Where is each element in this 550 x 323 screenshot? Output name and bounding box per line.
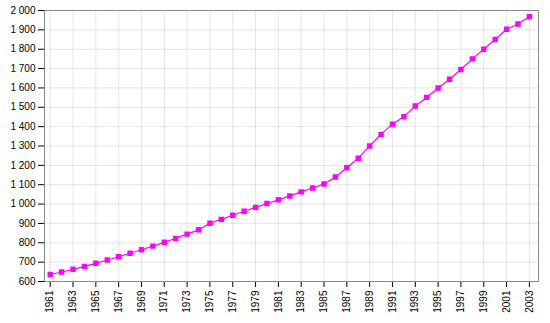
svg-text:1997: 1997: [455, 290, 466, 313]
svg-text:2003: 2003: [524, 290, 535, 313]
svg-text:700: 700: [19, 256, 36, 267]
svg-text:1983: 1983: [295, 290, 306, 313]
svg-text:1977: 1977: [227, 290, 238, 313]
svg-text:1 600: 1 600: [10, 82, 35, 93]
svg-text:1973: 1973: [181, 290, 192, 313]
svg-text:1975: 1975: [204, 290, 215, 313]
svg-text:1985: 1985: [318, 290, 329, 313]
svg-text:1967: 1967: [113, 290, 124, 313]
svg-text:1981: 1981: [273, 290, 284, 313]
svg-text:1 700: 1 700: [10, 63, 35, 74]
svg-text:1999: 1999: [478, 290, 489, 313]
svg-text:600: 600: [19, 276, 36, 287]
svg-text:1961: 1961: [44, 290, 55, 313]
svg-text:1 900: 1 900: [10, 24, 35, 35]
svg-text:1 000: 1 000: [10, 198, 35, 209]
svg-text:1 100: 1 100: [10, 179, 35, 190]
svg-text:1991: 1991: [387, 290, 398, 313]
svg-text:1979: 1979: [250, 290, 261, 313]
svg-text:1995: 1995: [432, 290, 443, 313]
svg-text:800: 800: [19, 237, 36, 248]
svg-text:1971: 1971: [158, 290, 169, 313]
svg-text:2001: 2001: [501, 290, 512, 313]
svg-text:1987: 1987: [341, 290, 352, 313]
svg-text:1 400: 1 400: [10, 121, 35, 132]
svg-text:1 200: 1 200: [10, 160, 35, 171]
svg-text:2 000: 2 000: [10, 5, 35, 16]
svg-text:1969: 1969: [136, 290, 147, 313]
svg-text:1 300: 1 300: [10, 140, 35, 151]
svg-text:900: 900: [19, 218, 36, 229]
svg-text:1993: 1993: [409, 290, 420, 313]
svg-text:1 800: 1 800: [10, 43, 35, 54]
svg-text:1963: 1963: [67, 290, 78, 313]
svg-text:1989: 1989: [364, 290, 375, 313]
svg-text:1 500: 1 500: [10, 101, 35, 112]
svg-text:1965: 1965: [90, 290, 101, 313]
